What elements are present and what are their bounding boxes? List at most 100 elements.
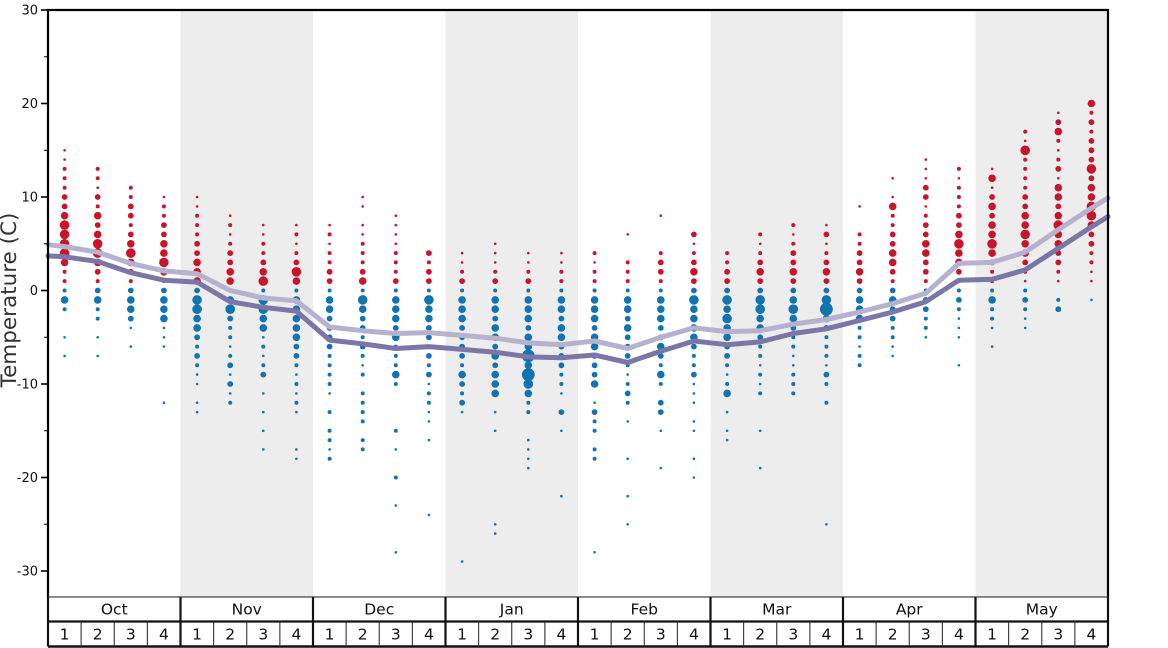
cold-temp-dot — [590, 305, 599, 314]
warm-temp-dot — [93, 211, 102, 220]
cold-temp-dot — [393, 382, 398, 386]
cold-temp-dot — [394, 551, 398, 554]
warm-temp-dot — [1089, 251, 1094, 256]
cold-temp-dot — [293, 343, 300, 350]
cold-temp-dot — [560, 494, 563, 498]
warm-temp-dot — [990, 167, 994, 171]
cold-temp-dot — [891, 345, 894, 348]
cold-temp-dot — [458, 314, 466, 323]
cold-temp-dot — [228, 335, 233, 340]
cold-temp-dot — [426, 391, 431, 396]
warm-temp-dot — [160, 249, 168, 257]
warm-temp-dot — [789, 268, 798, 276]
cold-temp-dot — [491, 370, 500, 379]
cold-temp-dot — [591, 362, 598, 369]
cold-temp-dot — [127, 287, 134, 294]
cold-temp-dot — [392, 296, 400, 304]
week-label: 1 — [722, 626, 732, 644]
warm-temp-dot — [326, 268, 333, 275]
warm-temp-dot — [858, 205, 861, 208]
cold-temp-dot — [591, 371, 598, 378]
warm-temp-dot — [922, 231, 929, 238]
cold-temp-dot — [492, 343, 499, 350]
warm-temp-dot — [889, 268, 896, 275]
cold-temp-dot — [129, 345, 133, 348]
cold-temp-dot — [625, 400, 630, 405]
cold-temp-dot — [723, 305, 731, 314]
warm-temp-dot — [1089, 129, 1094, 134]
warm-temp-dot — [126, 248, 136, 258]
cold-temp-dot — [889, 315, 896, 322]
warm-temp-dot — [525, 278, 532, 284]
warm-temp-dot — [987, 239, 997, 249]
cold-temp-dot — [262, 429, 265, 433]
cold-temp-dot — [1055, 306, 1062, 313]
week-label: 2 — [888, 626, 898, 644]
warm-temp-dot — [891, 177, 894, 180]
y-tick-label: 20 — [21, 97, 38, 112]
cold-temp-dot — [592, 456, 597, 461]
cold-temp-dot — [625, 382, 630, 386]
warm-temp-dot — [360, 260, 365, 265]
cold-temp-dot — [328, 392, 331, 395]
cold-temp-dot — [657, 370, 665, 379]
cold-temp-dot — [791, 344, 796, 349]
cold-temp-dot — [593, 551, 596, 554]
week-label: 1 — [590, 626, 600, 644]
warm-temp-dot — [161, 231, 167, 238]
warm-temp-dot — [823, 231, 830, 238]
warm-temp-dot — [822, 268, 831, 276]
cold-temp-dot — [557, 324, 566, 332]
warm-temp-dot — [1023, 166, 1028, 171]
warm-temp-dot — [856, 278, 863, 284]
cold-temp-dot — [791, 391, 796, 396]
warm-temp-dot — [393, 269, 398, 274]
warm-temp-dot — [790, 278, 797, 284]
cold-temp-dot — [821, 295, 832, 305]
warm-temp-dot — [560, 251, 563, 255]
warm-temp-dot — [292, 277, 301, 285]
cold-temp-dot — [690, 314, 698, 323]
cold-temp-dot — [956, 307, 961, 312]
cold-temp-dot — [923, 325, 928, 330]
cold-temp-dot — [394, 448, 398, 451]
cold-temp-dot — [724, 353, 730, 359]
warm-temp-dot — [758, 242, 762, 246]
cold-temp-dot — [327, 372, 332, 377]
warm-temp-dot — [1088, 138, 1095, 144]
y-tick-label: 10 — [21, 191, 38, 206]
cold-temp-dot — [360, 410, 365, 415]
warm-temp-dot — [62, 166, 67, 171]
warm-temp-dot — [954, 239, 964, 249]
warm-temp-dot — [922, 268, 929, 275]
cold-temp-dot — [261, 363, 266, 368]
warm-temp-dot — [659, 214, 663, 217]
cold-temp-dot — [990, 326, 994, 330]
cold-temp-dot — [725, 382, 730, 386]
cold-temp-dot — [557, 296, 566, 304]
cold-temp-dot — [360, 400, 365, 405]
cold-temp-dot — [891, 354, 894, 358]
cold-temp-dot — [160, 314, 168, 323]
week-label: 2 — [358, 626, 368, 644]
cold-temp-dot — [327, 410, 332, 415]
cold-temp-dot — [524, 361, 533, 370]
cold-temp-dot — [792, 354, 795, 358]
cold-temp-dot — [723, 333, 731, 342]
warm-temp-dot — [426, 268, 432, 275]
cold-temp-dot — [96, 354, 99, 358]
warm-temp-dot — [922, 249, 930, 257]
cold-temp-dot — [194, 334, 201, 341]
cold-temp-dot — [393, 353, 398, 358]
week-label: 2 — [1020, 626, 1030, 644]
cold-temp-dot — [623, 296, 632, 304]
warm-temp-dot — [94, 222, 101, 229]
warm-temp-dot — [394, 242, 398, 246]
week-label: 2 — [490, 626, 500, 644]
warm-temp-dot — [63, 149, 66, 152]
cold-temp-dot — [824, 382, 829, 386]
cold-temp-dot — [325, 296, 334, 304]
cold-temp-dot — [62, 288, 67, 293]
cold-temp-dot — [890, 325, 895, 330]
